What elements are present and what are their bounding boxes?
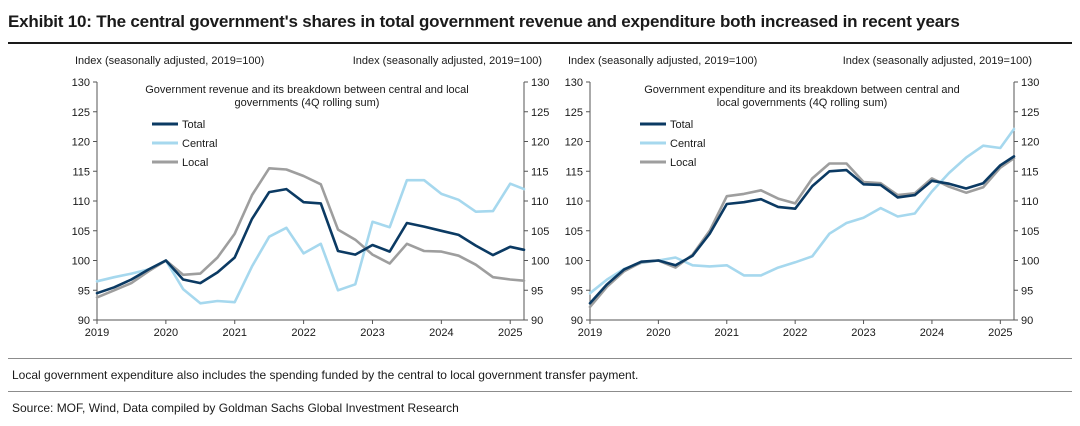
expenditure-chart: Index (seasonally adjusted, 2019=100) Ind… (565, 55, 1040, 339)
y-tick-label-right: 105 (1021, 226, 1039, 238)
y-tick-label-right: 115 (531, 166, 549, 178)
x-tick-label: 2019 (578, 327, 602, 339)
y-tick-label-left: 120 (565, 137, 583, 149)
y-tick-label-left: 110 (565, 196, 583, 208)
x-tick-label: 2025 (498, 327, 522, 339)
legend-label-local: Local (182, 157, 208, 169)
y-tick-label-left: 100 (565, 256, 583, 268)
y-axis-title-right: Index (seasonally adjusted, 2019=100) (843, 55, 1032, 67)
y-tick-label-left: 120 (72, 137, 90, 149)
x-tick-label: 2023 (360, 327, 384, 339)
y-tick-label-left: 115 (72, 166, 90, 178)
legend-label-central: Central (670, 138, 705, 150)
y-tick-label-left: 100 (72, 256, 90, 268)
y-tick-label-left: 95 (78, 285, 90, 297)
note-rule-top (8, 358, 1072, 359)
chart-title: Government expenditure and its breakdown… (644, 84, 960, 109)
y-tick-label-right: 95 (531, 285, 543, 297)
y-tick-label-right: 110 (1021, 196, 1039, 208)
series-line-central (588, 127, 1016, 295)
y-tick-label-left: 115 (565, 166, 583, 178)
x-tick-label: 2019 (85, 327, 109, 339)
x-tick-label: 2021 (715, 327, 739, 339)
y-tick-label-right: 120 (531, 137, 549, 149)
y-tick-label-left: 125 (72, 107, 90, 119)
y-tick-label-right: 95 (1021, 285, 1033, 297)
series-line-local (588, 156, 1016, 309)
chart-title: Government revenue and its breakdown bet… (145, 84, 468, 109)
y-axis-title-left: Index (seasonally adjusted, 2019=100) (75, 55, 264, 67)
x-tick-label: 2024 (920, 327, 944, 339)
y-tick-label-left: 90 (571, 315, 583, 327)
y-tick-label-right: 130 (1021, 77, 1039, 89)
legend-label-local: Local (670, 157, 696, 169)
x-tick-label: 2020 (154, 327, 178, 339)
y-tick-label-left: 90 (78, 315, 90, 327)
exhibit-title: Exhibit 10: The central government's sha… (8, 12, 960, 31)
y-tick-label-right: 125 (531, 107, 549, 119)
legend-label-total: Total (670, 119, 693, 131)
y-tick-label-left: 105 (565, 226, 583, 238)
x-tick-label: 2020 (646, 327, 670, 339)
y-tick-label-right: 90 (1021, 315, 1033, 327)
title-rule (8, 42, 1072, 44)
y-tick-label-right: 100 (1021, 256, 1039, 268)
y-tick-label-right: 105 (531, 226, 549, 238)
y-tick-label-right: 125 (1021, 107, 1039, 119)
revenue-chart: Index (seasonally adjusted, 2019=100) Ind… (72, 55, 550, 339)
y-tick-label-left: 105 (72, 226, 90, 238)
x-tick-label: 2025 (988, 327, 1012, 339)
charts-area: Index (seasonally adjusted, 2019=100) Ind… (72, 55, 1040, 339)
x-tick-label: 2021 (222, 327, 246, 339)
legend-label-central: Central (182, 138, 217, 150)
series-line-total (95, 187, 526, 295)
y-tick-label-right: 115 (1021, 166, 1039, 178)
y-tick-label-right: 90 (531, 315, 543, 327)
x-tick-label: 2023 (851, 327, 875, 339)
series-line-local (95, 167, 526, 299)
y-tick-label-right: 100 (531, 256, 549, 268)
series-line-total (588, 155, 1016, 305)
x-tick-label: 2022 (783, 327, 807, 339)
x-tick-label: 2024 (429, 327, 453, 339)
y-tick-label-left: 130 (565, 77, 583, 89)
y-tick-label-left: 95 (571, 285, 583, 297)
y-tick-label-right: 130 (531, 77, 549, 89)
y-tick-label-left: 110 (72, 196, 90, 208)
source-note: Source: MOF, Wind, Data compiled by Gold… (12, 401, 459, 415)
y-tick-label-left: 125 (565, 107, 583, 119)
chart-note: Local government expenditure also includ… (12, 368, 639, 382)
note-rule-bottom (8, 391, 1072, 392)
y-tick-label-right: 120 (1021, 137, 1039, 149)
y-tick-label-right: 110 (531, 196, 549, 208)
y-axis-title-left: Index (seasonally adjusted, 2019=100) (568, 55, 757, 67)
legend-label-total: Total (182, 119, 205, 131)
x-tick-label: 2022 (291, 327, 315, 339)
series-line-central (95, 178, 526, 305)
y-axis-title-right: Index (seasonally adjusted, 2019=100) (353, 55, 542, 67)
y-tick-label-left: 130 (72, 77, 90, 89)
